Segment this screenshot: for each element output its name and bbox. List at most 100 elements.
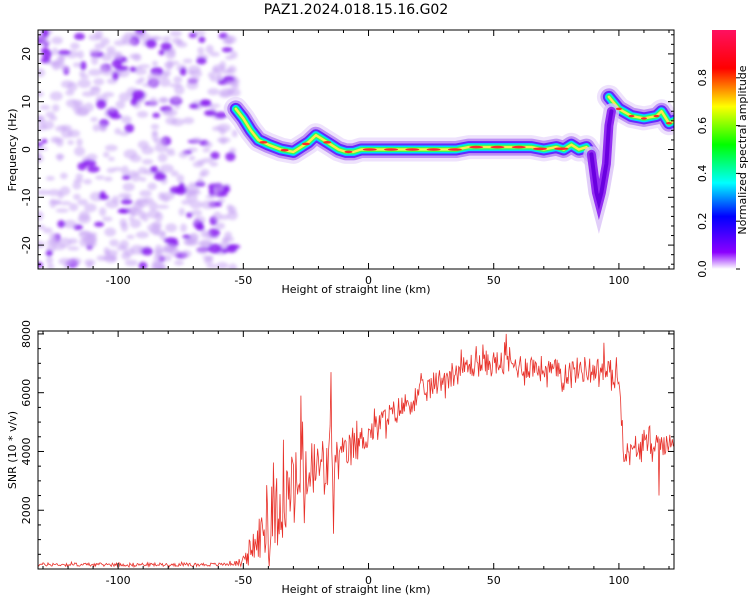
noise-blob: [170, 170, 179, 177]
x-tick-label: -100: [106, 574, 131, 587]
noise-blob: [106, 167, 116, 174]
noise-blob: [219, 60, 227, 71]
noise-blob: [169, 186, 182, 194]
noise-blob: [72, 62, 82, 68]
noise-blob: [53, 137, 65, 143]
noise-blob: [191, 137, 203, 143]
noise-blob: [142, 82, 155, 88]
noise-blob: [160, 42, 172, 51]
noise-blob: [131, 89, 145, 100]
noise-blob: [39, 105, 51, 110]
noise-blob: [196, 247, 208, 255]
noise-blob: [38, 154, 44, 163]
noise-blob: [94, 221, 105, 227]
noise-blob: [38, 210, 44, 221]
colorbar-tick-label: 0.6: [696, 117, 709, 135]
snr-series-line: [38, 333, 674, 568]
noise-blob: [219, 127, 226, 136]
noise-blob: [84, 203, 97, 213]
spectrogram-xlabel: Height of straight line (km): [281, 283, 430, 296]
noise-blob: [112, 71, 119, 81]
noise-blob: [149, 97, 158, 107]
noise-blob: [198, 172, 207, 177]
noise-blob: [69, 203, 79, 212]
noise-blob: [182, 117, 195, 125]
ridge-peak: [323, 141, 332, 144]
ridge-peak: [511, 145, 526, 149]
noise-blob: [224, 231, 232, 239]
noise-blob: [45, 176, 55, 181]
noise-blob: [49, 115, 58, 121]
noise-blob: [47, 189, 62, 196]
noise-blob: [147, 72, 161, 83]
noise-blob: [109, 113, 122, 120]
noise-blob: [40, 47, 49, 53]
noise-blob: [121, 175, 131, 180]
noise-blob: [190, 209, 203, 216]
colorbar: 0.0 0.2 0.4 0.6 0.8 Normalized spectral ampl…: [696, 30, 749, 278]
noise-blob: [231, 129, 238, 138]
noise-blob: [108, 106, 116, 112]
noise-blob: [92, 124, 101, 132]
noise-blob: [153, 137, 167, 145]
colorbar-tick-label: 0.8: [696, 69, 709, 87]
noise-blob: [41, 138, 48, 144]
snr-panel: -100 -50 0 50 100 2000 4000 6000 8000 Height of …: [6, 320, 675, 596]
noise-blob: [204, 109, 217, 117]
noise-blob: [178, 207, 185, 217]
noise-blob: [176, 41, 188, 48]
noise-blob: [224, 80, 238, 86]
noise-blob: [50, 237, 61, 247]
noise-blob: [55, 208, 69, 213]
noise-blob: [99, 191, 107, 199]
noise-blob: [124, 123, 135, 133]
x-tick-label: 0: [365, 274, 372, 287]
noise-blob: [219, 214, 230, 220]
noise-blob: [207, 71, 215, 79]
noise-blob: [178, 182, 185, 192]
noise-blob: [41, 30, 50, 38]
x-tick-label: 50: [487, 574, 501, 587]
noise-blob: [166, 151, 176, 156]
noise-blob: [197, 221, 204, 230]
noise-blob: [223, 185, 231, 193]
noise-blob: [83, 102, 94, 112]
noise-blob: [221, 237, 230, 244]
noise-blob: [119, 218, 127, 228]
noise-blob: [207, 88, 220, 96]
noise-blob: [82, 159, 97, 167]
noise-blob: [119, 208, 128, 214]
noise-blob: [104, 176, 113, 182]
noise-blob: [110, 254, 118, 262]
noise-blob: [102, 216, 113, 222]
noise-blob: [61, 128, 73, 139]
ridge-peak: [405, 148, 420, 151]
noise-blob: [109, 239, 119, 247]
noise-blob: [196, 57, 207, 65]
noise-blob: [208, 243, 222, 254]
noise-blob: [138, 261, 148, 269]
noise-blob: [112, 51, 120, 60]
noise-blob: [38, 68, 46, 77]
upper-branch-layer-5: [607, 95, 674, 125]
upper-branch-peak: [615, 107, 622, 111]
noise-blob: [91, 55, 99, 66]
noise-blob: [185, 192, 198, 202]
noise-blob: [122, 182, 135, 192]
colorbar-tick-label: 0.2: [696, 212, 709, 230]
noise-blob: [67, 81, 78, 92]
noise-blob: [88, 68, 102, 77]
colorbar-gradient: [712, 30, 736, 269]
noise-blob: [77, 50, 84, 60]
noise-blob: [157, 153, 168, 163]
noise-blob: [186, 80, 199, 90]
noise-blob: [118, 92, 131, 102]
noise-blob: [104, 227, 117, 237]
y-tick-label: 10: [20, 95, 33, 109]
noise-blob: [130, 97, 138, 106]
noise-blob: [58, 237, 72, 248]
noise-blob: [174, 104, 181, 110]
noise-blob: [182, 58, 193, 64]
noise-blob: [152, 112, 161, 118]
